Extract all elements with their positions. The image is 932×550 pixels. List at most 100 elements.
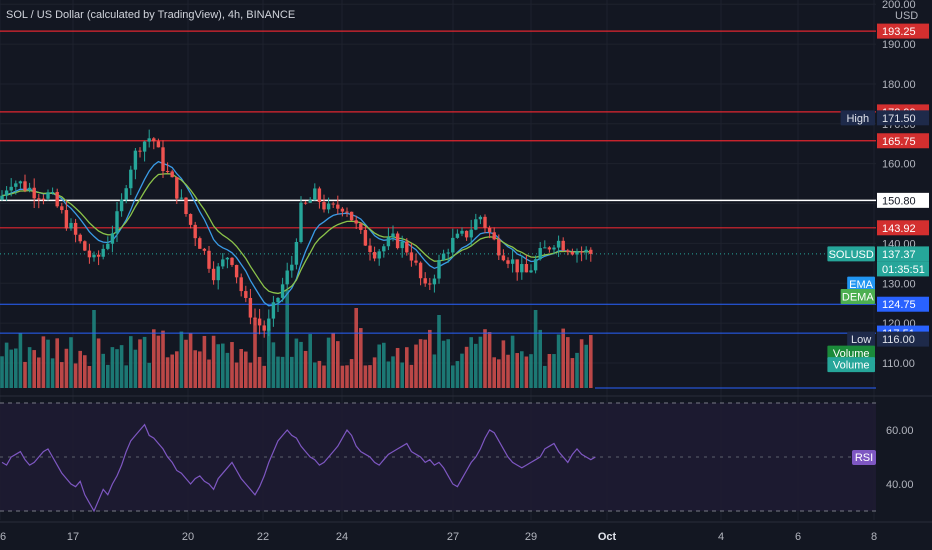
candle-body — [363, 229, 368, 246]
volume-bar — [303, 350, 308, 388]
candle-body — [225, 257, 230, 260]
volume-bar — [188, 333, 193, 388]
candle-body — [313, 188, 317, 201]
candle-body — [55, 191, 59, 207]
volume-bar — [248, 362, 253, 388]
volume-bar — [115, 349, 119, 388]
volume-bar — [267, 328, 271, 388]
volume-bar — [524, 356, 529, 388]
candle-body — [285, 270, 289, 285]
candle-body — [193, 224, 197, 239]
price-label: 165.75 — [882, 136, 916, 148]
price-tick-label: 200.00 — [882, 0, 916, 11]
volume-bar — [138, 339, 142, 388]
volume-bar — [313, 362, 317, 388]
volume-bar — [225, 352, 230, 388]
currency-label: USD — [895, 10, 918, 22]
volume-bar — [276, 356, 280, 388]
indicator-tag: SOLUSD — [829, 249, 874, 261]
volume-bar — [0, 356, 4, 388]
indicator-tag-bg — [847, 331, 875, 347]
candle-body — [115, 211, 119, 234]
volume-bar — [27, 347, 32, 388]
candle-body — [556, 240, 561, 248]
candle-body — [244, 291, 248, 298]
indicator-tag: High — [846, 113, 869, 125]
rsi-pane: 60.00 40.00 RSI — [0, 395, 932, 513]
volume-bar — [156, 335, 161, 388]
volume-bar — [253, 318, 257, 388]
candle-body — [552, 247, 556, 250]
candle-body — [326, 203, 331, 210]
candle-body — [575, 251, 579, 255]
candle-body — [267, 318, 271, 331]
volume-bar — [414, 344, 418, 388]
candle-body — [142, 141, 147, 152]
time-tick-label: Oct — [598, 531, 617, 543]
candle-body — [175, 177, 179, 199]
candle-body — [515, 259, 519, 273]
volume-bar — [501, 340, 506, 388]
volume-bar — [400, 362, 404, 388]
volume-bar — [179, 331, 184, 388]
candle-body — [391, 233, 395, 238]
candle-body — [492, 232, 496, 240]
candle-body — [497, 239, 501, 256]
price-tick-label: 160.00 — [882, 159, 916, 171]
volume-bar — [510, 335, 515, 388]
price-label: 116.00 — [882, 334, 915, 346]
candle-body — [487, 227, 492, 233]
volume-bar — [469, 337, 473, 388]
volume-bar — [441, 340, 446, 388]
volume-bar — [147, 362, 151, 388]
volume-bar — [193, 350, 197, 388]
volume-bar — [359, 328, 363, 388]
candle-body — [248, 297, 253, 318]
volume-bar — [589, 335, 593, 388]
time-tick-label: 20 — [182, 531, 194, 543]
rsi-tick-label: 60.00 — [886, 425, 914, 437]
candle-body — [561, 240, 565, 251]
volume-bar — [32, 350, 36, 388]
candle-body — [510, 259, 515, 264]
indicator-tag-bg — [827, 246, 875, 262]
candle-body — [83, 241, 87, 251]
volume-bar — [543, 365, 547, 388]
candle-body — [37, 198, 41, 200]
volume-bar — [497, 359, 501, 388]
candle-body — [73, 222, 78, 235]
candle-body — [359, 223, 363, 230]
volume-bar — [119, 345, 124, 388]
time-tick-label: 27 — [447, 531, 459, 543]
candle-body — [478, 216, 483, 220]
volume-bar — [538, 329, 542, 388]
candle-body — [179, 197, 184, 199]
candle-body — [566, 250, 570, 252]
volume-bar — [377, 344, 381, 388]
volume-bar — [418, 339, 423, 388]
candle-body — [405, 241, 409, 253]
volume-bar — [515, 353, 519, 388]
candle-body — [400, 241, 404, 249]
candle-body — [133, 150, 138, 170]
volume-bar — [234, 362, 239, 388]
price-label: 124.75 — [882, 299, 916, 311]
volume-bar — [432, 354, 437, 388]
volume-bar — [271, 342, 276, 388]
time-tick-label: 29 — [525, 531, 537, 543]
price-label: 143.92 — [882, 223, 916, 235]
indicator-tag: Volume — [833, 360, 870, 372]
candle-body — [354, 220, 358, 224]
indicator-tag: Volume — [833, 348, 870, 360]
volume-bar — [175, 351, 179, 388]
candle-body — [340, 208, 345, 212]
candle-body — [262, 325, 266, 331]
candle-body — [372, 252, 377, 259]
candle-body — [170, 171, 174, 178]
volume-bar — [106, 364, 110, 388]
candle-body — [441, 253, 446, 261]
volume-bar — [317, 360, 322, 388]
time-axis[interactable]: 16 17 20 22 24 27 29 Oct 4 6 8 — [0, 521, 932, 543]
volume-bar — [575, 352, 579, 388]
